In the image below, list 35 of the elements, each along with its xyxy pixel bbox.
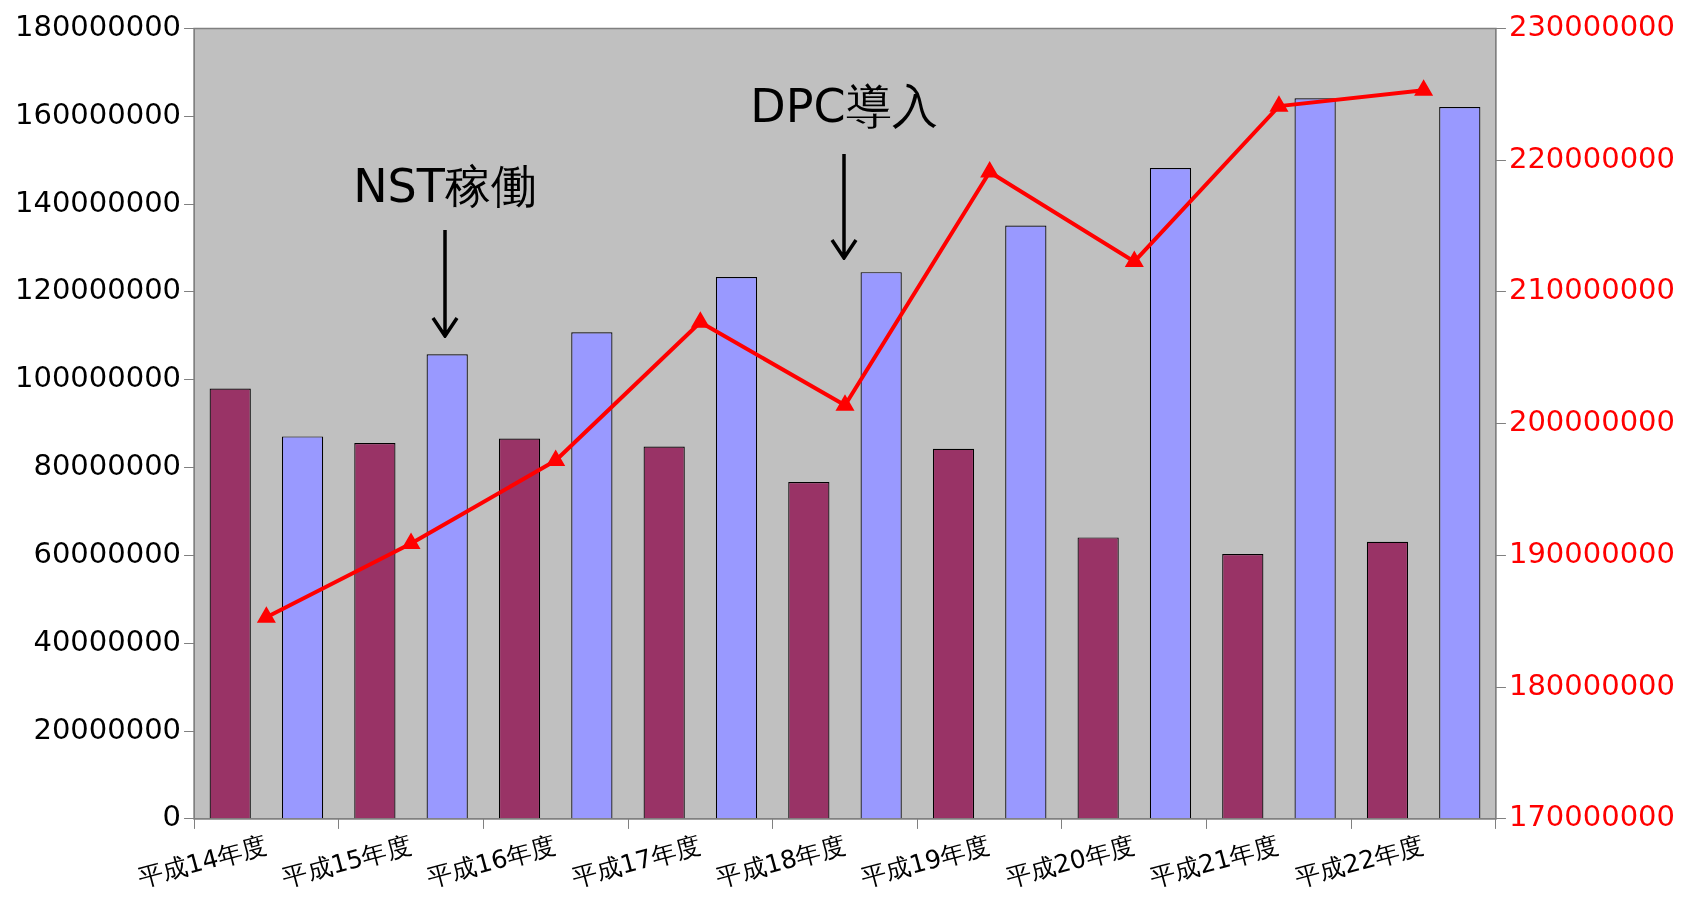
y-tick-label: 20000000 xyxy=(33,711,182,746)
x-tick-label: 平成17年度 xyxy=(568,830,704,893)
y2-tick-label: 220000000 xyxy=(1508,140,1676,175)
x-tick-label: 平成15年度 xyxy=(279,830,415,893)
y-tick-label: 40000000 xyxy=(33,623,182,658)
point xyxy=(692,313,709,328)
point xyxy=(547,449,566,467)
y-tick-label: 100000000 xyxy=(14,360,182,395)
y2-tick-label: 230000000 xyxy=(1508,8,1676,43)
x-tick-label: 平成22年度 xyxy=(1292,830,1427,893)
point xyxy=(1415,81,1432,96)
y-tick-label: 60000000 xyxy=(33,535,182,570)
point xyxy=(258,608,275,623)
x-tick-label: 平成18年度 xyxy=(713,830,849,893)
x-tick-label: 平成19年度 xyxy=(858,830,993,893)
y-tick-label: 160000000 xyxy=(14,96,182,131)
y2-tick-label: 190000000 xyxy=(1508,535,1676,570)
annotation: NST稼働 xyxy=(352,158,538,214)
y-tick-label: 140000000 xyxy=(14,184,182,219)
y-tick-label: 120000000 xyxy=(14,272,182,307)
x-tick-label: 平成16年度 xyxy=(424,830,559,893)
y-tick-label: 80000000 xyxy=(33,448,182,483)
x-tick-label: 平成21年度 xyxy=(1147,830,1283,893)
point xyxy=(981,163,998,178)
x-tick-label: 平成20年度 xyxy=(1002,830,1138,893)
point xyxy=(1270,97,1288,112)
y2-tick-label: 170000000 xyxy=(1508,799,1676,834)
y-tick-label: 180000000 xyxy=(14,8,182,43)
y2-tick-label: 210000000 xyxy=(1508,272,1676,307)
y2-tick-label: 200000000 xyxy=(1508,404,1676,439)
point xyxy=(1124,250,1144,268)
point xyxy=(402,532,421,550)
y2-tick-label: 180000000 xyxy=(1508,667,1676,702)
annotation: DPC導入 xyxy=(749,78,939,134)
point xyxy=(836,396,854,411)
